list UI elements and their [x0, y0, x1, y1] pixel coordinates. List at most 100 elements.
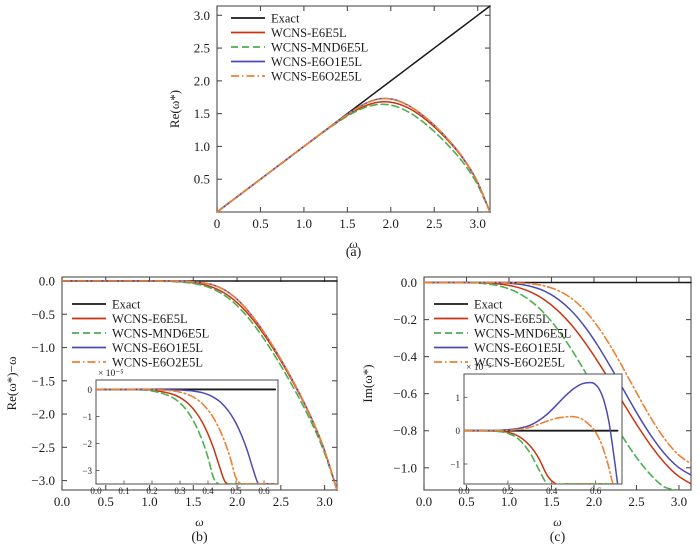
y-tick-label: −2.0 — [31, 407, 55, 422]
x-tick-label: 1.0 — [296, 216, 312, 231]
y-tick-label: 1.5 — [194, 106, 210, 121]
y-axis-label: Re(ω*) — [167, 90, 182, 128]
x-tick-label: 2.0 — [383, 216, 399, 231]
legend-label-mnd6e5l: WCNS-MND6E5L — [271, 41, 368, 55]
inset-curve-e6o1e5l — [96, 388, 276, 484]
y-tick-label: 3.0 — [194, 8, 210, 23]
y-tick-label: −2.5 — [31, 440, 55, 455]
x-tick-label: 2.5 — [273, 494, 289, 509]
panel-b-svg: 0.0 0.5 1.0 1.5 2.0 2.5 3.00.0−0.5−1.0−1.5−2.0… — [4, 273, 338, 545]
y-tick-label: −1.0 — [393, 460, 417, 475]
legend-label-e6o1e5l: WCNS-E6O1E5L — [271, 55, 362, 69]
legend-label-e6e5l: WCNS-E6E5L — [271, 26, 347, 40]
inset-exponent-label: × 10⁻⁵ — [466, 363, 492, 373]
inset-curve-e6o2e5l — [464, 415, 619, 484]
inset-y-tick-label: 0 — [88, 385, 93, 395]
panel-a-svg: 0 0.5 1.0 1.5 2.0 2.5 3.0 0.5 1.0 1.5 2.0 2.5 3.0 ω Re… — [167, 5, 491, 260]
inset-y-tick-label: −3 — [82, 466, 92, 476]
y-tick-label: −0.4 — [393, 349, 417, 364]
panel-c-inset: 0.0 0.2 0.4 0.6 1 0 −1 × 10⁻⁵ — [450, 363, 623, 496]
x-tick-label: 1.0 — [501, 494, 517, 509]
inset-x-tick-label: 0.2 — [502, 486, 513, 496]
inset-x-tick-label: 0.5 — [230, 486, 242, 496]
curve-e6o2e5l — [423, 281, 692, 465]
inset-exponent-label: × 10⁻⁵ — [98, 369, 124, 379]
legend-label-e6e5l: WCNS-E6E5L — [112, 312, 188, 326]
y-tick-label: −0.8 — [393, 423, 417, 438]
y-tick-label: −1.5 — [31, 373, 55, 388]
inset-x-tick-label: 0.4 — [546, 486, 558, 496]
legend-label-e6e5l: WCNS-E6E5L — [474, 312, 550, 326]
x-tick-label: 2.0 — [586, 494, 602, 509]
x-tick-label: 3.0 — [671, 494, 687, 509]
x-tick-label: 3.0 — [470, 216, 486, 231]
panel-a-caption: (a) — [346, 245, 362, 260]
legend-label-e6o2e5l: WCNS-E6O2E5L — [271, 70, 362, 84]
legend-label-exact: Exact — [271, 12, 300, 26]
inset-curve-mnd6e5l — [464, 429, 619, 484]
x-tick-label: 0.0 — [54, 494, 70, 509]
x-tick-label: 0.0 — [416, 494, 432, 509]
y-axis-label: Re(ω*)−ω — [4, 356, 19, 410]
inset-y-tick-label: −2 — [82, 439, 92, 449]
panel-a-legend: ExactWCNS-E6E5LWCNS-MND6E5LWCNS-E6O1E5LW… — [231, 12, 368, 84]
inset-x-tick-label: 0.3 — [174, 486, 186, 496]
x-tick-label: 2.5 — [628, 494, 644, 509]
y-axis-label: Im(ω*) — [360, 364, 375, 402]
inset-y-tick-label: −1 — [82, 412, 92, 422]
panel-c-legend: ExactWCNS-E6E5LWCNS-MND6E5LWCNS-E6O1E5LW… — [434, 298, 571, 370]
y-tick-label: 2.0 — [194, 73, 210, 88]
curve-e6o2e5l — [216, 97, 491, 213]
x-tick-label: 1.5 — [339, 216, 355, 231]
inset-x-tick-label: 0.1 — [118, 486, 129, 496]
x-tick-label: 0.5 — [458, 494, 474, 509]
x-tick-label: 2.5 — [426, 216, 442, 231]
legend-label-e6o1e5l: WCNS-E6O1E5L — [112, 341, 203, 355]
legend-label-mnd6e5l: WCNS-MND6E5L — [474, 327, 571, 341]
panel-a-container: 0 0.5 1.0 1.5 2.0 2.5 3.0 0.5 1.0 1.5 2.0 2.5 3.0 ω Re… — [165, 0, 515, 260]
panel-a-plot-area: 0 0.5 1.0 1.5 2.0 2.5 3.0 0.5 1.0 1.5 2.0 2.5 3.0 ω Re… — [167, 5, 491, 251]
inset-y-tick-label: 0 — [456, 426, 461, 436]
x-tick-label: 3.0 — [316, 494, 332, 509]
x-tick-label: 1.0 — [141, 494, 157, 509]
y-tick-label: 0.0 — [39, 273, 55, 288]
y-tick-label: −0.6 — [393, 386, 417, 401]
y-tick-label: −0.5 — [31, 307, 55, 322]
inset-y-tick-label: −1 — [450, 460, 460, 470]
inset-curve-mnd6e5l — [96, 388, 276, 484]
inset-x-tick-label: 0.6 — [258, 486, 270, 496]
x-axis-label: ω — [349, 237, 357, 251]
inset-x-tick-label: 0.4 — [202, 486, 214, 496]
legend-label-exact: Exact — [112, 298, 141, 312]
curve-mnd6e5l — [423, 281, 679, 491]
legend-label-mnd6e5l: WCNS-MND6E5L — [112, 327, 209, 341]
legend-label-e6o2e5l: WCNS-E6O2E5L — [112, 356, 203, 370]
inset-x-tick-label: 0.0 — [90, 486, 102, 496]
x-tick-label: 1.5 — [185, 494, 201, 509]
panel-b-legend: ExactWCNS-E6E5LWCNS-MND6E5LWCNS-E6O1E5LW… — [72, 298, 209, 370]
x-tick-label: 2.0 — [229, 494, 245, 509]
y-tick-label: −1.0 — [31, 340, 55, 355]
legend-label-exact: Exact — [474, 298, 503, 312]
y-tick-label: 0.0 — [401, 275, 417, 290]
x-tick-label: 0.5 — [252, 216, 268, 231]
inset-y-tick-label: 1 — [456, 393, 461, 403]
inset-x-tick-label: 0.2 — [146, 486, 157, 496]
inset-x-tick-label: 0.6 — [590, 486, 602, 496]
panel-c-container: 0.0 0.5 1.0 1.5 2.0 2.5 3.0 0.0 −0.2 −0.4 −0.6 −0.8… — [350, 262, 700, 545]
y-tick-label: 2.5 — [194, 41, 210, 56]
x-axis-label: ω — [195, 515, 203, 529]
y-tick-label: 0.5 — [194, 172, 210, 187]
panel-c-caption: (c) — [550, 530, 566, 545]
x-tick-label: 0 — [214, 216, 221, 231]
curve-e6o2e5l — [61, 280, 338, 491]
panel-b-inset: 0.0 0.1 0.2 0.3 0.4 0.5 0.6 0 −1 −2 −3 × 10⁻⁵ — [82, 369, 279, 496]
panel-b-inset-frame — [95, 379, 279, 485]
y-tick-label: −3.0 — [31, 473, 55, 488]
x-tick-label: 0.5 — [98, 494, 114, 509]
inset-curves — [464, 381, 619, 484]
panel-c-svg: 0.0 0.5 1.0 1.5 2.0 2.5 3.00.0−0.2−0.4−0.6−0.8… — [360, 275, 692, 545]
inset-x-tick-label: 0.0 — [458, 486, 470, 496]
inset-curves — [96, 388, 277, 484]
legend-label-e6o1e5l: WCNS-E6O1E5L — [474, 341, 565, 355]
